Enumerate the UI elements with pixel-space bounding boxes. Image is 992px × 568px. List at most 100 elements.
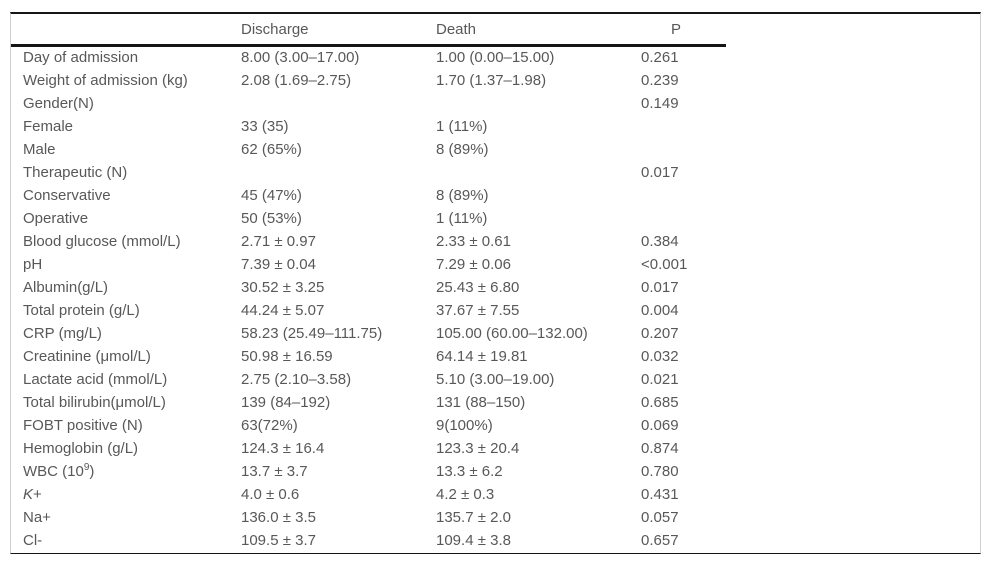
cell-label: Therapeutic (N) xyxy=(23,164,128,181)
cell-death: 131 (88–150) xyxy=(436,394,526,411)
cell-death xyxy=(436,92,641,115)
cell-discharge: 8.00 (3.00–17.00) xyxy=(241,49,360,66)
cell-discharge: 50 (53%) xyxy=(241,210,302,227)
cell-p: 0.149 xyxy=(641,95,679,112)
cell-label: Male xyxy=(23,141,56,158)
cell-death: 64.14 ± 19.81 xyxy=(436,348,528,365)
cell-label: Total bilirubin(μmol/L) xyxy=(23,394,166,411)
cell-p: 0.685 xyxy=(641,394,679,411)
table-row: Total protein (g/L) 44.24 ± 5.07 37.67 ± 7… xyxy=(11,299,980,322)
cell-p: 0.032 xyxy=(641,348,679,365)
table-row: Operative 50 (53%) 1 (11%) xyxy=(11,207,980,230)
cell-death: 5.10 (3.00–19.00) xyxy=(436,371,555,388)
comparison-table-container: Discharge Death P Day of admission 8.00 (… xyxy=(10,12,981,554)
table-row: Total bilirubin(μmol/L) 139 (84–192) 131 (… xyxy=(11,391,980,414)
table-row: CRP (mg/L) 58.23 (25.49–111.75) 105.00 (60… xyxy=(11,322,980,345)
cell-p xyxy=(641,115,980,138)
cell-label: Na+ xyxy=(23,509,51,526)
table-row: Lactate acid (mmol/L) 2.75 (2.10–3.58) 5.1… xyxy=(11,368,980,391)
cell-p: 0.239 xyxy=(641,72,679,89)
table-row: Na+ 136.0 ± 3.5 135.7 ± 2.0 0.057 xyxy=(11,506,980,529)
cell-death: 2.33 ± 0.61 xyxy=(436,233,511,250)
cell-p xyxy=(641,184,980,207)
cell-label: Blood glucose (mmol/L) xyxy=(23,233,181,250)
cell-discharge: 30.52 ± 3.25 xyxy=(241,279,325,296)
table-row: Day of admission 8.00 (3.00–17.00) 1.00 (0… xyxy=(11,45,980,69)
table-row: K+ 4.0 ± 0.6 4.2 ± 0.3 0.431 xyxy=(11,483,980,506)
header-row: Discharge Death P xyxy=(11,14,980,45)
table-row: Gender(N) 0.149 xyxy=(11,92,980,115)
cell-label: Lactate acid (mmol/L) xyxy=(23,371,168,388)
cell-death: 7.29 ± 0.06 xyxy=(436,256,511,273)
cell-death: 1.70 (1.37–1.98) xyxy=(436,72,547,89)
table-row: pH 7.39 ± 0.04 7.29 ± 0.06 <0.001 xyxy=(11,253,980,276)
cell-p: 0.431 xyxy=(641,486,679,503)
header-cell-empty xyxy=(11,14,241,45)
cell-discharge: 58.23 (25.49–111.75) xyxy=(241,325,383,342)
cell-death: 1.00 (0.00–15.00) xyxy=(436,49,555,66)
cell-label: Total protein (g/L) xyxy=(23,302,140,319)
table-header: Discharge Death P xyxy=(11,14,980,45)
cell-death: 1 (11%) xyxy=(436,210,488,227)
cell-label: pH xyxy=(23,256,43,273)
cell-death xyxy=(436,161,641,184)
cell-p: 0.021 xyxy=(641,371,679,388)
cell-discharge: 4.0 ± 0.6 xyxy=(241,486,300,503)
cell-p xyxy=(641,207,980,230)
cell-p: 0.780 xyxy=(641,463,679,480)
table-row: Male 62 (65%) 8 (89%) xyxy=(11,138,980,161)
cell-discharge: 45 (47%) xyxy=(241,187,302,204)
cell-p: 0.384 xyxy=(641,233,679,250)
cell-discharge: 63(72%) xyxy=(241,417,298,434)
table-body: Day of admission 8.00 (3.00–17.00) 1.00 (0… xyxy=(11,45,980,552)
table-row: Therapeutic (N) 0.017 xyxy=(11,161,980,184)
cell-label: WBC (109) xyxy=(23,462,95,481)
cell-death: 135.7 ± 2.0 xyxy=(436,509,511,526)
cell-p: 0.069 xyxy=(641,417,679,434)
cell-discharge: 50.98 ± 16.59 xyxy=(241,348,333,365)
cell-death: 8 (89%) xyxy=(436,187,489,204)
cell-death: 4.2 ± 0.3 xyxy=(436,486,495,503)
cell-discharge: 2.08 (1.69–2.75) xyxy=(241,72,352,89)
cell-p: 0.261 xyxy=(641,49,679,66)
cell-label: Hemoglobin (g/L) xyxy=(23,440,139,457)
table-row: Blood glucose (mmol/L) 2.71 ± 0.97 2.33 ± … xyxy=(11,230,980,253)
cell-death: 37.67 ± 7.55 xyxy=(436,302,520,319)
cell-discharge xyxy=(241,161,436,184)
cell-discharge: 7.39 ± 0.04 xyxy=(241,256,316,273)
cell-death: 9(100%) xyxy=(436,417,493,434)
cell-label: Cl- xyxy=(23,532,43,549)
cell-discharge: 13.7 ± 3.7 xyxy=(241,463,308,480)
cell-p: 0.017 xyxy=(641,279,679,296)
cell-death: 25.43 ± 6.80 xyxy=(436,279,520,296)
cell-death: 123.3 ± 20.4 xyxy=(436,440,520,457)
cell-p: 0.207 xyxy=(641,325,679,342)
table-row: Conservative 45 (47%) 8 (89%) xyxy=(11,184,980,207)
cell-label: Albumin(g/L) xyxy=(23,279,109,296)
header-cell-p: P xyxy=(671,20,682,38)
cell-p: <0.001 xyxy=(641,256,688,273)
cell-label: CRP (mg/L) xyxy=(23,325,102,342)
table-row: Cl- 109.5 ± 3.7 109.4 ± 3.8 0.657 xyxy=(11,529,980,552)
cell-discharge: 33 (35) xyxy=(241,118,289,135)
cell-p: 0.057 xyxy=(641,509,679,526)
table-row: Female 33 (35) 1 (11%) xyxy=(11,115,980,138)
cell-p xyxy=(641,138,980,161)
cell-discharge xyxy=(241,92,436,115)
cell-label: K+ xyxy=(23,486,42,503)
cell-discharge: 139 (84–192) xyxy=(241,394,331,411)
cell-label: Gender(N) xyxy=(23,95,94,112)
cell-discharge: 62 (65%) xyxy=(241,141,302,158)
cell-discharge: 2.71 ± 0.97 xyxy=(241,233,316,250)
cell-discharge: 136.0 ± 3.5 xyxy=(241,509,316,526)
cell-label: Conservative xyxy=(23,187,111,204)
cell-death: 1 (11%) xyxy=(436,118,488,135)
cell-p: 0.657 xyxy=(641,532,679,549)
cell-death: 109.4 ± 3.8 xyxy=(436,532,511,549)
cell-p: 0.017 xyxy=(641,164,679,181)
cell-p: 0.874 xyxy=(641,440,679,457)
cell-label: Female xyxy=(23,118,74,135)
comparison-table: Discharge Death P Day of admission 8.00 (… xyxy=(11,14,980,552)
cell-discharge: 109.5 ± 3.7 xyxy=(241,532,316,549)
table-row: FOBT positive (N) 63(72%) 9(100%) 0.069 xyxy=(11,414,980,437)
